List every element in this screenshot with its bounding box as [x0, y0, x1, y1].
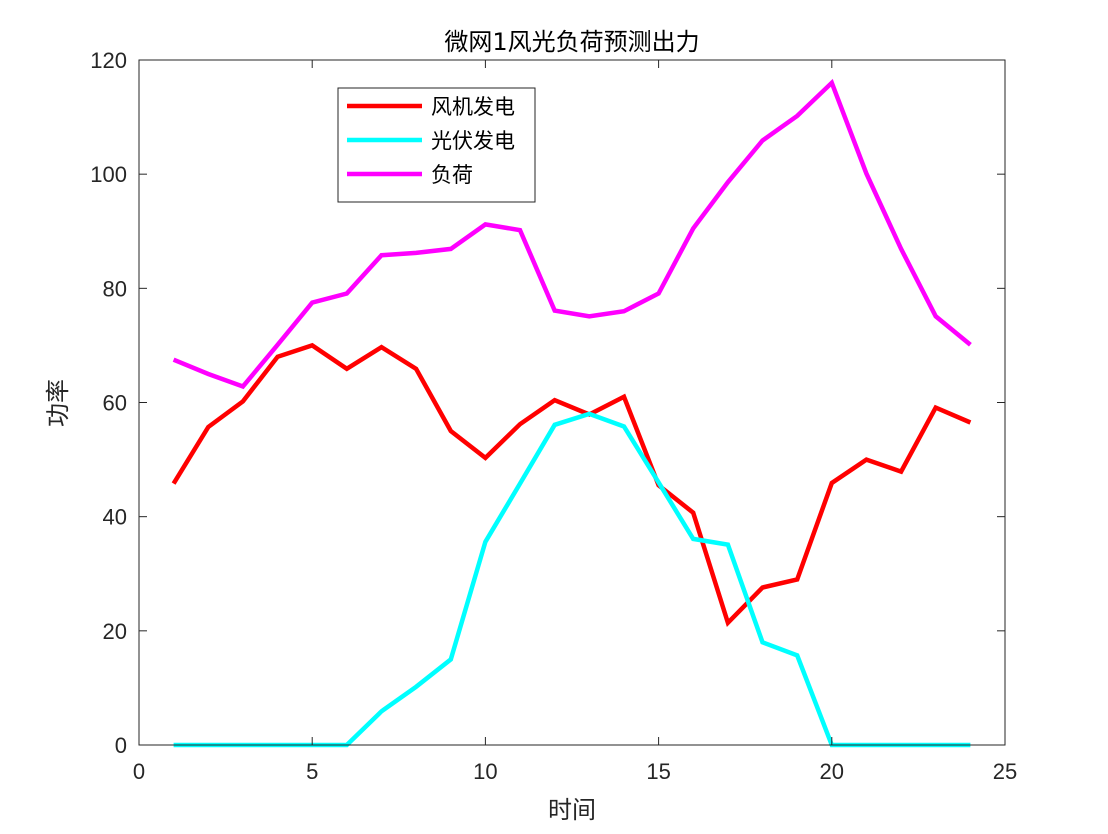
- y-tick-label: 120: [90, 48, 127, 73]
- legend-label-2: 光伏发电: [431, 129, 515, 153]
- y-tick-label: 20: [103, 619, 127, 644]
- ticks-layer: 0 5 10 15 20 25 0 20 40 60 80 100 120: [90, 48, 1017, 784]
- y-tick-label: 60: [103, 391, 127, 416]
- x-tick-label: 15: [646, 759, 670, 784]
- x-tick-label: 25: [993, 759, 1017, 784]
- series-line-1: [171, 342, 972, 628]
- x-tick-label: 10: [473, 759, 497, 784]
- y-tick-label: 40: [103, 505, 127, 530]
- y-tick-label: 0: [115, 733, 127, 758]
- y-axis-label: 功率: [44, 379, 72, 427]
- y-tick-label: 100: [90, 162, 127, 187]
- series-line-3: [172, 78, 972, 390]
- x-axis-label: 时间: [548, 796, 596, 824]
- x-tick-label: 0: [133, 759, 145, 784]
- chart-title: 微网1风光负荷预测出力: [444, 28, 699, 56]
- x-tick-label: 20: [820, 759, 844, 784]
- legend-label-1: 风机发电: [431, 95, 515, 119]
- legend-label-3: 负荷: [431, 163, 473, 187]
- x-tick-label: 5: [306, 759, 318, 784]
- plot-area: [139, 60, 1005, 745]
- y-tick-label: 80: [103, 276, 127, 301]
